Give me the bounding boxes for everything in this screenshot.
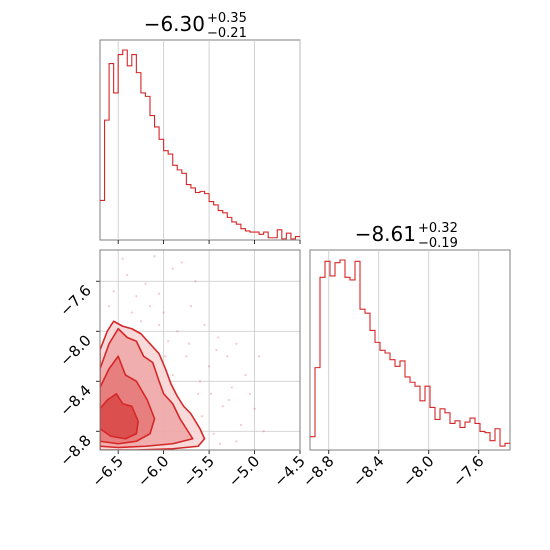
scatter-tick-label-y: −8.8 [56,431,94,469]
scatter-tick-label-x: −5.0 [225,452,263,490]
scatter-point [248,392,252,395]
scatter-point [176,330,179,333]
scatter-point [209,392,213,395]
scatter-point [257,355,261,358]
hist-y-title: −8.61 +0.32 −0.19 [355,221,458,251]
scatter-point [235,342,238,345]
scatter-point [189,305,193,308]
scatter-point [157,292,161,295]
scatter-point [212,432,215,435]
scatter-point [164,355,167,358]
contour-level [100,392,139,440]
hist-y-histogram-line [310,259,510,447]
scatter-point [135,295,138,298]
hist-y-tick-label-x: −7.6 [449,452,487,490]
scatter-point [203,323,206,327]
scatter-point [200,415,203,418]
hist-y-panel: −8.8 −8.4 −8.0 −7.6 [299,249,511,491]
scatter-point [253,407,256,410]
scatter-point [121,257,124,260]
scatter-point [185,355,188,358]
hist-x-panel [99,39,301,244]
hist-y-title-minus: −0.19 [418,236,458,251]
scatter-point [230,386,233,389]
scatter-point [218,442,222,445]
scatter-point [197,392,200,395]
hist-x-title: −6.30 +0.35 −0.21 [144,11,247,41]
hist-x-histogram-line [100,49,300,240]
scatter-point [187,342,191,345]
scatter-point [221,405,224,408]
scatter-point [207,365,211,368]
hist-y-title-plus: +0.32 [418,221,458,236]
hist-y-title-value: −8.61 [355,222,416,246]
scatter-point [112,290,115,293]
scatter-point [235,440,238,443]
scatter-tick-label-x: −5.5 [179,452,217,490]
scatter-point [107,305,111,308]
hist-x-title-plus: +0.35 [207,11,247,26]
hist-y-frame [309,249,511,451]
hist-x-title-minus: −0.21 [207,26,247,41]
scatter-point [126,273,129,277]
scatter-point [244,373,247,377]
scatter-point [194,280,197,283]
scatter-point [180,261,183,264]
scatter-point [198,380,202,383]
hist-y-tick-label-x: −8.8 [299,452,337,490]
scatter-2d-panel: −6.5 −6.0 −5.5 −5.0 −4.5 −7.6 −8.0 −8.4 −8.8 [56,249,309,491]
scatter-point [239,423,243,427]
scatter-tick-label-x: −6.0 [134,452,172,490]
scatter-frame [99,249,301,451]
scatter-tick-label-y: −7.6 [56,281,94,319]
scatter-point [227,398,231,402]
scatter-tick-label-x: −6.5 [89,452,127,490]
scatter-tick-label-x: −4.5 [270,452,308,490]
scatter-tick-label-y: −8.0 [56,331,94,369]
scatter-point [144,282,147,285]
scatter-tick-label-y: −8.4 [56,381,94,419]
scatter-point [130,311,133,314]
hist-y-tick-label-x: −8.0 [399,452,437,490]
scatter-point [262,430,265,433]
scatter-point [139,320,143,323]
scatter-point [217,336,220,339]
scatter-point [226,355,229,358]
scatter-point [162,311,165,314]
hist-y-tick-label-x: −8.4 [349,452,387,490]
scatter-point [171,373,174,377]
scatter-point [167,340,170,343]
scatter-point [171,267,174,270]
scatter-point [157,323,161,327]
scatter-point [148,305,152,308]
hist-x-title-value: −6.30 [144,12,205,36]
scatter-plot-area [100,255,265,450]
scatter-point [153,255,156,258]
hist-x-frame [99,39,301,241]
scatter-point [215,348,218,352]
